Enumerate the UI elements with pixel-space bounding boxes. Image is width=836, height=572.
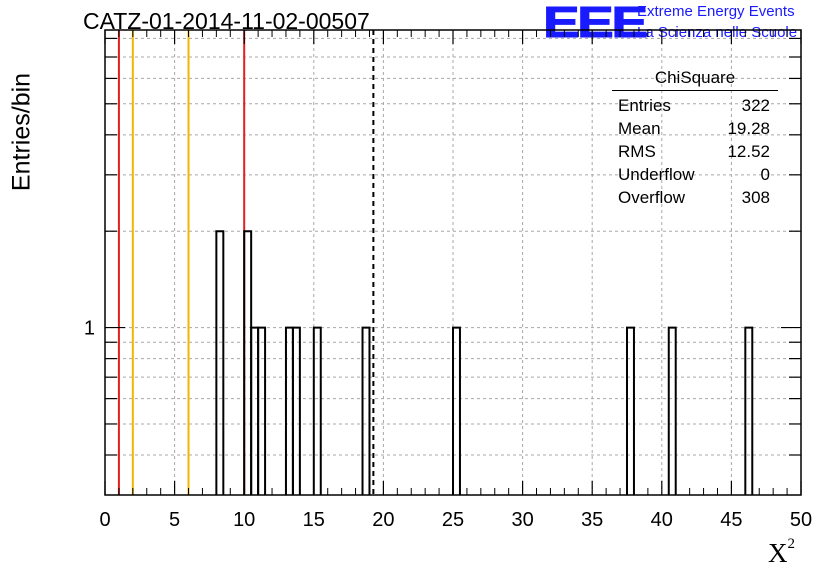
stats-box: ChiSquare Entries 322 Mean 19.28 RMS 12.… [612,68,778,209]
stat-row-underflow: Underflow 0 [612,163,778,186]
x-axis-label-superscript: 2 [787,536,796,552]
stat-value: 308 [741,188,770,207]
stat-row-mean: Mean 19.28 [612,117,778,140]
logo-line-1: Extreme Energy Events [637,3,795,20]
stat-label: RMS [618,142,656,161]
x-axis-label: X2 [768,536,795,569]
x-tick-label: 20 [372,509,394,531]
stat-row-rms: RMS 12.52 [612,140,778,163]
histogram-bars [215,230,754,495]
histogram-bin [361,326,371,495]
stats-title: ChiSquare [612,68,778,91]
stat-label: Entries [618,96,671,115]
logo-mark: EEE [542,0,648,48]
x-tick-label: 15 [303,509,325,531]
stat-label: Mean [618,119,661,138]
stat-value: 0 [760,165,770,184]
x-tick-label: 5 [169,509,180,531]
stat-row-entries: Entries 322 [612,94,778,117]
x-tick-label: 0 [99,509,110,531]
x-axis-label-text: X [768,538,788,568]
stat-value: 322 [741,96,770,115]
histogram-bin [667,326,677,495]
x-tick-label: 45 [720,509,742,531]
histogram-bin [291,326,301,495]
histogram-bin [452,326,461,495]
histogram-bin [626,326,635,495]
stat-value: 12.52 [727,142,770,161]
histogram-bin [215,230,225,495]
axis-ticks: 0 5 10 15 20 25 30 35 40 45 50 1 [84,30,812,531]
x-tick-label: 40 [651,509,673,531]
histogram-bin [257,326,267,495]
stat-label: Underflow [618,165,695,184]
x-tick-label: 50 [790,509,812,531]
histogram-bin [312,326,322,495]
stat-label: Overflow [618,188,686,207]
histogram-bin [744,326,754,495]
x-tick-label: 35 [581,509,603,531]
reference-lines [117,30,375,495]
histogram-bin [284,326,294,495]
x-tick-label: 30 [511,509,533,531]
x-tick-label: 10 [233,509,255,531]
histogram-bin [250,326,260,495]
y-tick-label: 1 [84,318,95,340]
stat-row-overflow: Overflow 308 [612,186,778,209]
x-tick-label: 25 [442,509,464,531]
stat-value: 19.28 [727,119,770,138]
